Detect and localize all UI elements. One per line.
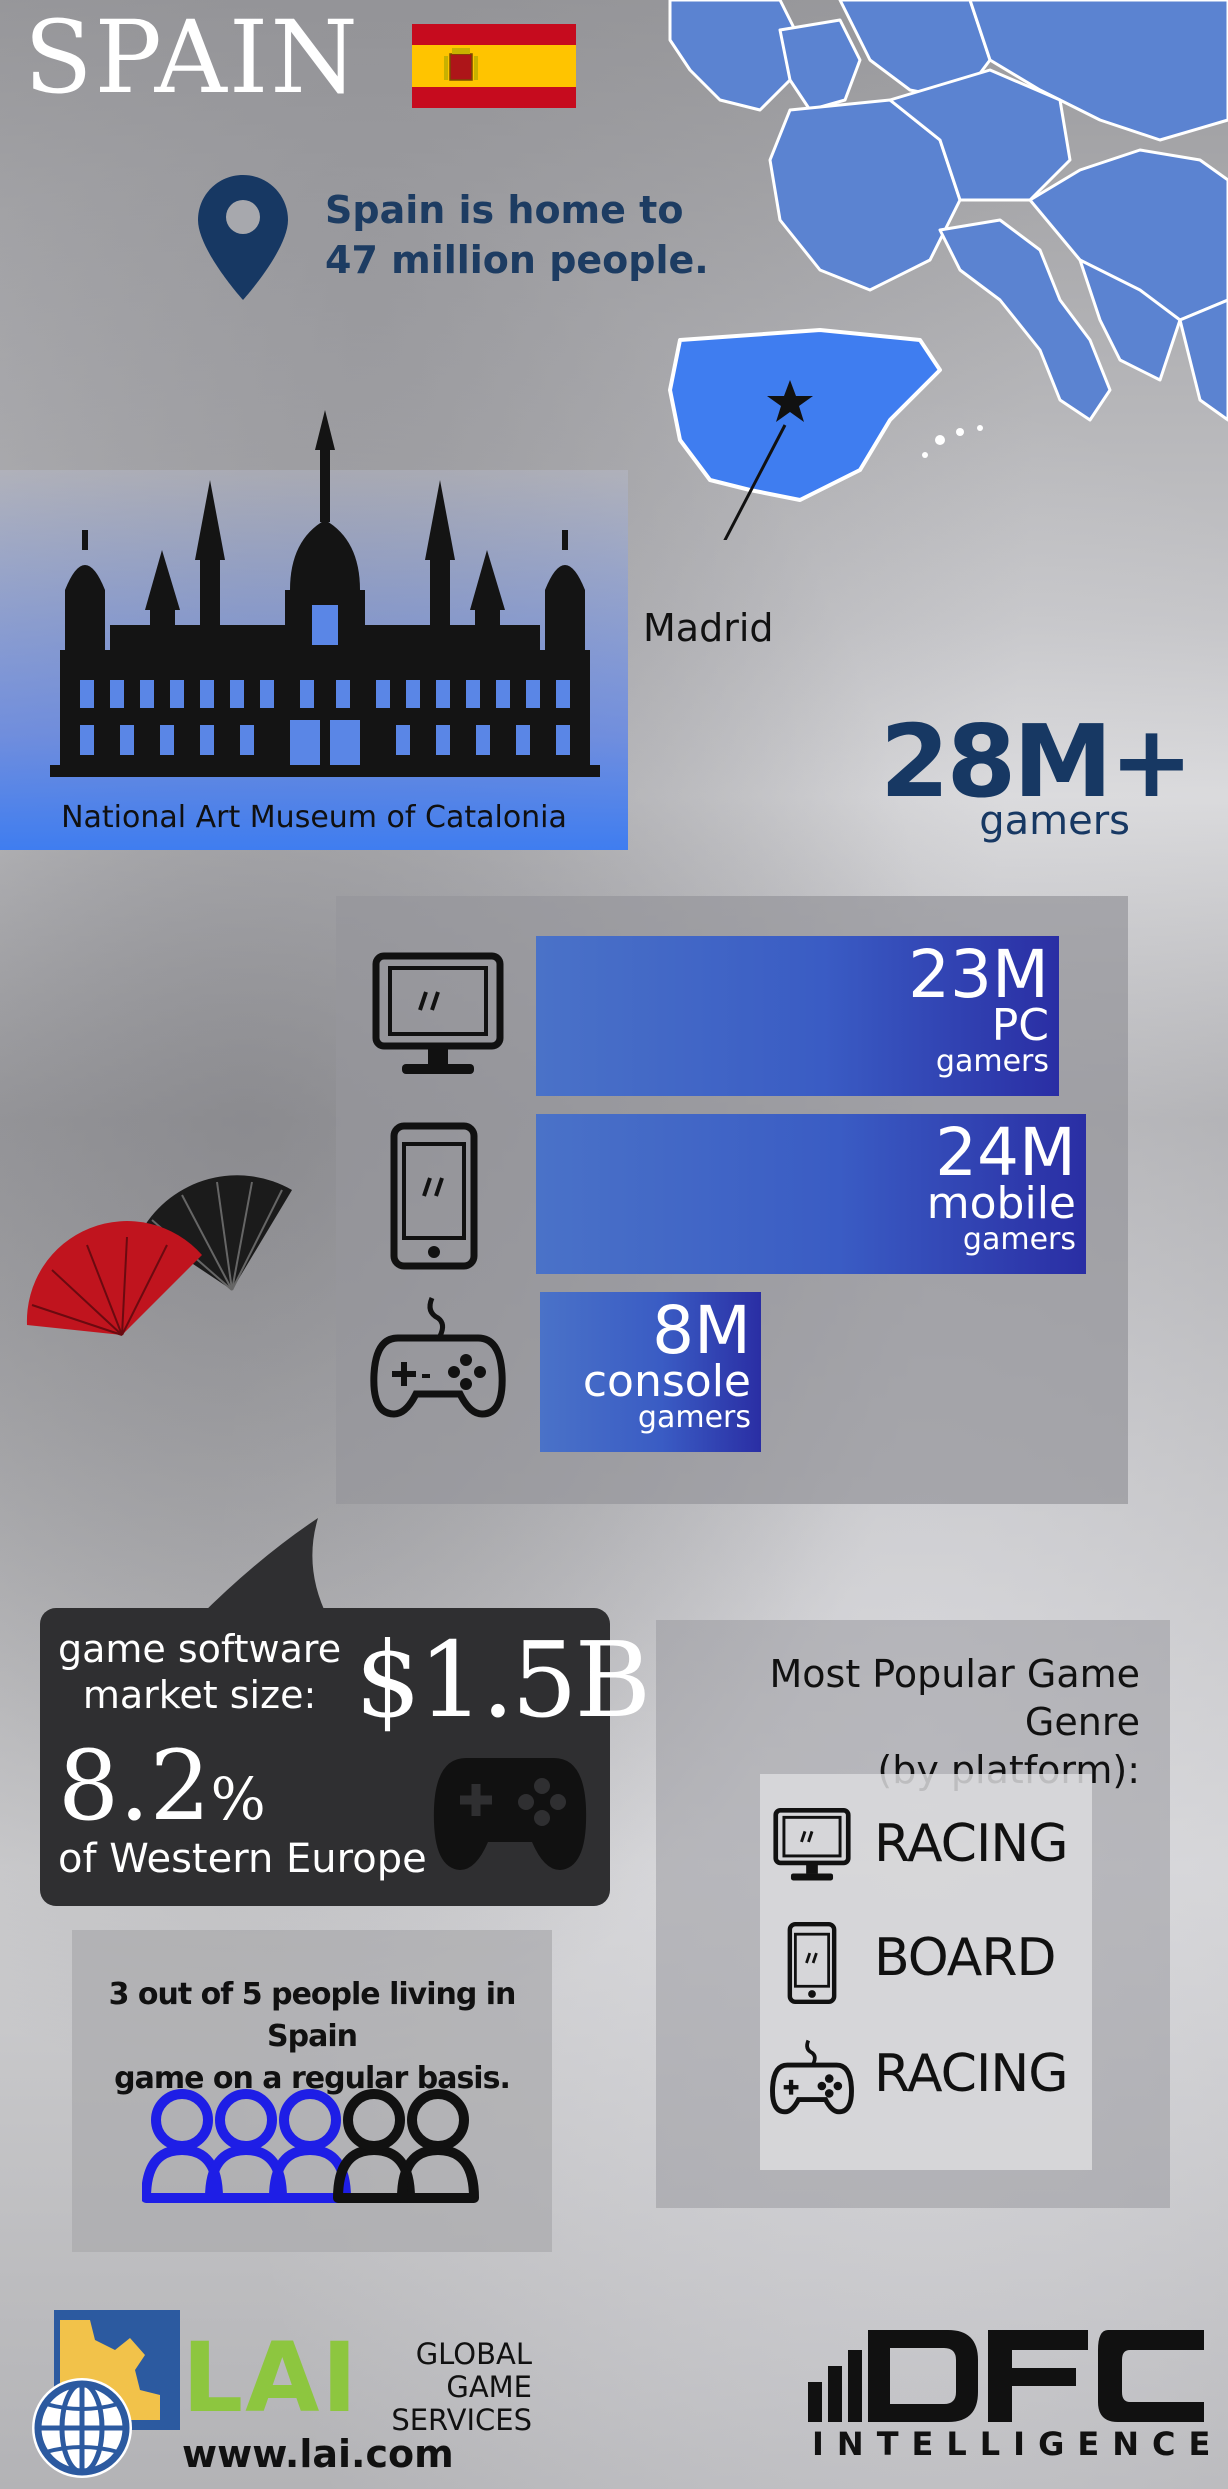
monitor-icon: [773, 1808, 851, 1881]
genre-list: RACING BOARD RACING: [760, 1774, 1092, 2170]
page-title: SPAIN: [24, 0, 360, 116]
bar-pc-kind: PC: [991, 1000, 1049, 1051]
lai-subtitle-line-1: GLOBAL GAME: [415, 2337, 532, 2404]
frequency-panel: 3 out of 5 people living in Spain game o…: [72, 1930, 552, 2252]
market-label: game software market size:: [58, 1626, 341, 1718]
list-item: RACING: [760, 1788, 1092, 1898]
bar-console-kind: console: [582, 1356, 751, 1407]
market-label-line-1: game software: [58, 1627, 342, 1671]
market-share-label: of Western Europe: [58, 1836, 427, 1882]
bar-pc-value: 23M: [908, 936, 1049, 1013]
population-line-1: Spain is home to: [325, 188, 684, 232]
total-gamers-value: 28M+: [880, 703, 1193, 820]
bar-mobile-kind: mobile: [926, 1178, 1076, 1229]
gamepad-icon: [433, 1758, 587, 1870]
lai-url-link[interactable]: www.lai.com: [182, 2432, 454, 2476]
lai-logo-icon: [32, 2310, 180, 2478]
list-item: RACING: [760, 2018, 1092, 2128]
market-value: $1.5B: [355, 1619, 651, 1741]
hand-fans-icon: [26, 1175, 292, 1336]
genre-title-line-1: Most Popular Game Genre: [769, 1652, 1141, 1744]
europe-map: [668, 0, 1228, 540]
museum-silhouette: [50, 410, 600, 777]
total-gamers: 28M+ gamers: [880, 703, 1193, 845]
location-pin-icon: [198, 175, 288, 300]
market-label-line-2: market size:: [82, 1673, 317, 1717]
bar-console-label: gamers: [637, 1400, 751, 1435]
genre-label: BOARD: [874, 1928, 1057, 1988]
capital-label: Madrid: [643, 606, 774, 650]
genre-label: RACING: [874, 1814, 1069, 1874]
list-item: BOARD: [760, 1902, 1092, 2012]
monitor-icon: [372, 952, 504, 1074]
population-line-2: 47 million people.: [325, 238, 709, 282]
market-percent-sign: %: [210, 1765, 266, 1833]
lai-subtitle-line-2: SERVICES: [391, 2403, 532, 2437]
bar-pc: 23M PC gamers: [536, 936, 1059, 1096]
total-gamers-label: gamers: [979, 798, 1130, 844]
population-text: Spain is home to 47 million people.: [325, 185, 709, 285]
bar-mobile-value: 24M: [935, 1114, 1076, 1191]
phone-icon: [390, 1122, 478, 1270]
bar-mobile-label: gamers: [962, 1222, 1076, 1257]
frequency-text: 3 out of 5 people living in Spain game o…: [72, 1974, 552, 2100]
lai-subtitle: GLOBAL GAME SERVICES: [340, 2338, 532, 2437]
dfc-logo-icon: [808, 2330, 1204, 2422]
bar-console-value: 8M: [652, 1292, 751, 1369]
speech-tail-shape: [198, 1518, 328, 1618]
people-icons: [142, 2089, 479, 2203]
market-percent: 8.2%: [58, 1738, 266, 1834]
museum-caption: National Art Museum of Catalonia: [61, 800, 567, 835]
bar-console: 8M console gamers: [540, 1292, 761, 1452]
lai-name: LAI: [182, 2322, 360, 2434]
bar-mobile: 24M mobile gamers: [536, 1114, 1086, 1274]
person-icon: [397, 2089, 479, 2203]
genre-label: RACING: [874, 2044, 1069, 2104]
gamepad-icon: [770, 2039, 854, 2115]
platform-panel: 23M PC gamers 24M mobile gamers 8M conso…: [336, 896, 1128, 1504]
market-size-card: game software market size: $1.5B 8.2% of…: [40, 1608, 651, 1906]
phone-icon: [787, 1922, 837, 2004]
genre-title: Most Popular Game Genre (by platform):: [660, 1650, 1141, 1794]
frequency-line-1: 3 out of 5 people living in Spain: [108, 1977, 517, 2054]
spain-flag-icon: [412, 24, 576, 108]
bar-pc-label: gamers: [935, 1044, 1049, 1079]
dfc-subtitle: INTELLIGENCE: [812, 2425, 1224, 2463]
market-percent-value: 8.2: [58, 1730, 211, 1842]
gamepad-icon: [370, 1297, 506, 1418]
